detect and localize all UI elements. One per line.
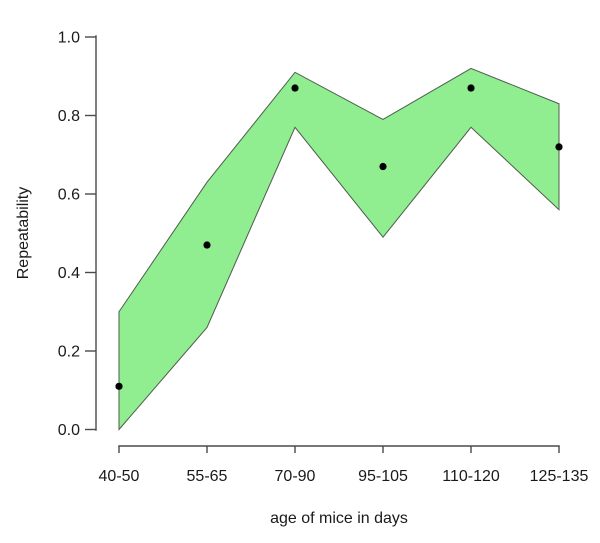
x-tick-label: 110-120 [442,468,500,485]
data-points [115,84,563,390]
confidence-band [118,67,560,431]
x-axis-title: age of mice in days [270,510,408,527]
y-tick-label: 1.0 [58,30,80,47]
x-tick-label: 70-90 [275,468,316,485]
y-tick-label: 0.2 [58,344,80,361]
data-point [291,84,299,92]
y-axis-title: Repeatability [15,187,32,280]
data-point [379,162,387,171]
data-point [467,84,475,92]
x-tick-label: 125-135 [530,468,589,485]
x-tick-label: 40-50 [99,468,140,485]
x-axis: 40-50 55-65 70-90 95-105 110-120 125-135 [99,445,589,485]
x-tick-label: 95-105 [358,468,408,485]
data-point [555,143,563,151]
y-tick-label: 0.4 [58,265,80,282]
y-tick-label: 0.0 [58,422,80,439]
data-point [203,241,211,249]
confidence-band-polygon [118,67,560,431]
x-tick-label: 55-65 [187,468,228,485]
data-point [115,382,123,390]
y-tick-label: 0.8 [58,108,80,125]
y-axis: 1.0 0.8 0.6 0.4 0.2 0.0 [58,30,97,439]
y-tick-label: 0.6 [58,187,80,204]
